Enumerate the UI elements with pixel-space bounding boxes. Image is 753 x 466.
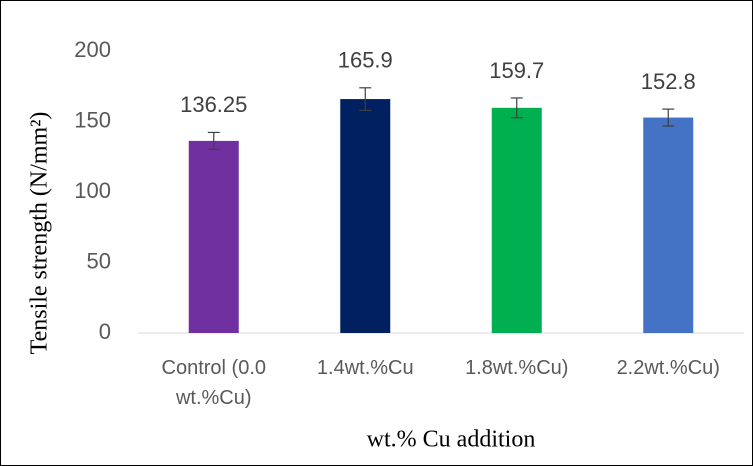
bar — [188, 140, 239, 333]
x-tick-label: Control (0.0 wt.%Cu) — [161, 357, 267, 409]
data-label: 165.9 — [338, 48, 393, 73]
y-axis-title: Tensile strength (N/mm²) — [27, 112, 53, 355]
error-bar — [662, 108, 675, 127]
error-bar — [359, 87, 372, 111]
data-label: 159.7 — [489, 58, 544, 83]
x-tick-label: 1.4wt.%Cu — [316, 357, 414, 379]
bar — [643, 117, 694, 333]
data-label: 152.8 — [641, 69, 696, 94]
error-bar — [510, 97, 523, 119]
bar — [491, 107, 542, 333]
error-bar — [207, 131, 220, 150]
y-tick-label: 50 — [87, 248, 111, 273]
bar — [340, 99, 391, 334]
x-tick-label: 2.2wt.%Cu) — [616, 357, 720, 379]
y-tick-label: 100 — [74, 178, 111, 203]
x-tick-label: 1.8wt.%Cu) — [465, 357, 569, 379]
y-tick-label: 200 — [74, 37, 111, 62]
y-tick-label: 0 — [99, 319, 111, 344]
x-axis-title: wt.% Cu addition — [367, 427, 536, 453]
data-label: 136.25 — [180, 92, 247, 117]
y-tick-label: 150 — [74, 107, 111, 132]
